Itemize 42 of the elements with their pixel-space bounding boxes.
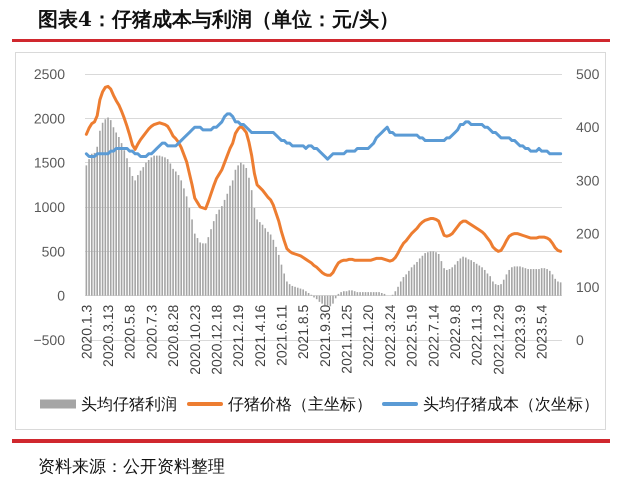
x-tick-label: 2022.7.14: [425, 304, 442, 367]
x-tick-label: 2021.4.16: [252, 304, 268, 367]
x-tick-label: 2022.5.19: [404, 304, 420, 367]
y2-tick-label: 0: [576, 332, 584, 348]
legend-label: 头均仔猪成本（次坐标）: [423, 394, 599, 414]
y-tick-label: 2000: [34, 110, 66, 126]
x-tick-label: 2022.12.29: [490, 304, 506, 375]
chart-title: 图表4：仔猪成本与利润（单位：元/头）: [38, 6, 400, 33]
line-series: [84, 84, 562, 277]
text: 资料来源：公开资料整理: [38, 456, 225, 478]
y-tick-label: 0: [57, 288, 66, 304]
x-tick-label: 2021.9.30: [316, 304, 333, 367]
x-tick-label: 2020.12.18: [208, 304, 224, 375]
x-tick-label: 2021.8.5: [295, 304, 312, 360]
y2-tick-label: 500: [576, 66, 600, 82]
y2-tick-label: 400: [576, 119, 600, 136]
x-tick-label: 2022.9.8: [446, 304, 463, 360]
legend-label: 仔猪价格（主坐标）: [228, 394, 372, 414]
x-tick-label: 2022.11.3: [468, 304, 485, 366]
y-tick-label: 2500: [34, 66, 66, 82]
x-tick-label: 2021.6.11: [273, 304, 290, 366]
y2-tick-label: 100: [576, 278, 600, 295]
x-tick-label: 2020.3.13: [100, 304, 116, 367]
x-tick-label: 2020.5.8: [122, 304, 138, 360]
y-tick-label: 1000: [34, 199, 66, 215]
x-tick-label: 2020.1.3: [78, 304, 94, 360]
x-tick-label: 2020.7.3: [143, 304, 160, 360]
x-tick-label: 2021.2.19: [230, 304, 246, 367]
x-tick-label: 2020.8.28: [165, 304, 182, 367]
legend-label: 头均仔猪利润: [81, 394, 177, 414]
line-series: [84, 112, 562, 161]
y-tick-label: 500: [42, 243, 66, 260]
x-tick-label: 2023.5.4: [534, 304, 550, 360]
y-tick-label: 1500: [34, 154, 66, 171]
x-tick-label: 2022.3.24: [382, 304, 398, 367]
y-tick-label: −500: [33, 332, 66, 348]
x-tick-label: 2020.10.23: [186, 304, 203, 375]
y2-tick-label: 200: [576, 226, 600, 242]
x-tick-label: 2023.3.9: [512, 304, 528, 360]
x-tick-label: 2022.1.20: [360, 304, 376, 367]
y2-tick-label: 300: [576, 172, 600, 188]
x-tick-label: 2021.11.25: [338, 304, 355, 374]
